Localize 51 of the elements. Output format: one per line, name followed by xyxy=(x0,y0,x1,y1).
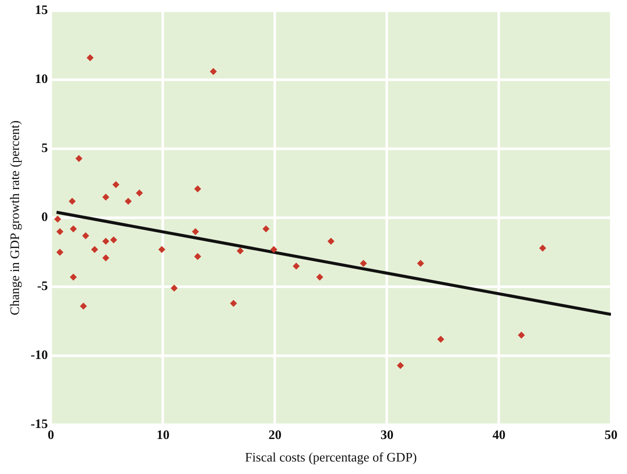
point xyxy=(236,247,244,254)
point xyxy=(170,284,178,292)
point xyxy=(54,216,62,223)
x-tick-label: 50 xyxy=(604,426,618,442)
point xyxy=(292,262,300,270)
x-tick-label: 10 xyxy=(156,426,170,442)
point xyxy=(82,232,90,240)
point xyxy=(56,228,64,236)
point xyxy=(112,181,120,188)
point xyxy=(91,246,98,254)
point xyxy=(194,185,202,192)
point xyxy=(75,154,82,162)
point xyxy=(158,246,166,254)
point xyxy=(80,302,87,310)
point xyxy=(194,252,202,260)
point xyxy=(417,260,424,267)
y-tick-label: 15 xyxy=(34,2,48,18)
point xyxy=(437,336,444,343)
y-tick-label: -10 xyxy=(30,347,48,362)
point xyxy=(192,228,199,236)
point xyxy=(70,225,77,232)
point xyxy=(539,244,546,252)
y-tick-label: 5 xyxy=(41,140,48,156)
point xyxy=(102,194,110,201)
point xyxy=(396,362,404,369)
y-tick-label: -5 xyxy=(37,278,48,294)
point xyxy=(262,225,270,232)
point xyxy=(124,198,132,205)
point xyxy=(518,332,525,339)
x-tick-label: 20 xyxy=(268,426,282,442)
point xyxy=(270,246,278,254)
point xyxy=(136,189,143,196)
point xyxy=(70,274,77,281)
x-axis-title: Fiscal costs (percentage of GDP) xyxy=(245,450,417,465)
point xyxy=(56,248,64,256)
y-tick-label: 10 xyxy=(34,71,48,86)
y-tick-label: 0 xyxy=(41,209,48,224)
y-axis-title: Change in GDP growth rate (percent) xyxy=(7,120,22,316)
point xyxy=(230,300,238,307)
point xyxy=(86,54,94,62)
x-tick-label: 40 xyxy=(492,426,506,442)
point xyxy=(210,68,217,76)
point xyxy=(360,260,367,267)
x-tick-label: 30 xyxy=(380,426,394,442)
point xyxy=(327,238,334,245)
point xyxy=(316,274,324,281)
point xyxy=(68,198,76,205)
y-tick-label: -15 xyxy=(30,416,48,432)
point xyxy=(110,236,118,244)
point xyxy=(102,254,110,262)
point xyxy=(102,238,110,245)
